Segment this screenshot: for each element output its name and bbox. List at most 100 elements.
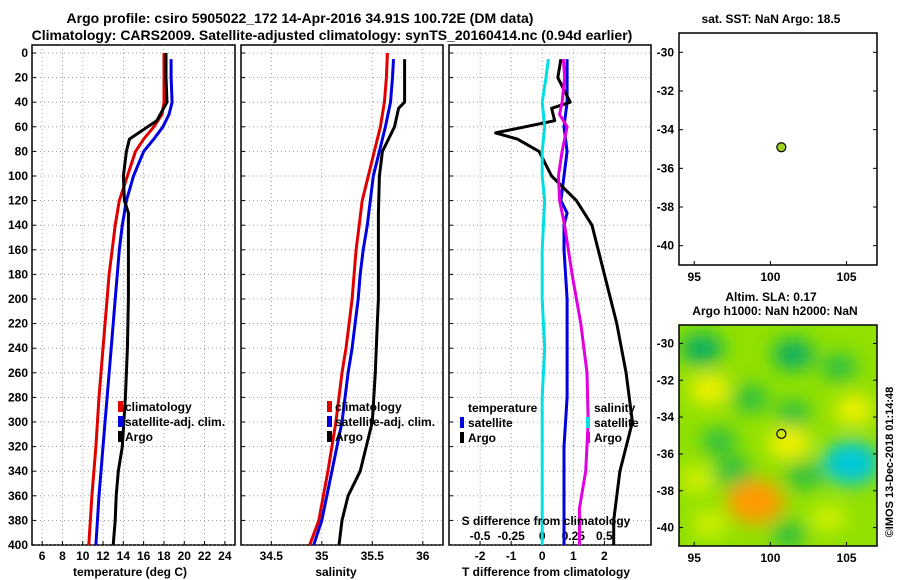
plot-frame [240, 44, 444, 546]
y-tick-label: 340 [8, 464, 28, 478]
series-line-satellite-adj-clim- [94, 59, 174, 545]
x-tick-label: 1 [570, 549, 577, 563]
series-line-t-argo [494, 58, 634, 545]
plot-frame [31, 44, 236, 546]
legend-satellite-swatch [327, 416, 332, 427]
sst-map-title: sat. SST: NaN Argo: 18.5 [702, 12, 841, 26]
top-x-tick-label: -0.25 [497, 529, 525, 543]
x-tick-label: 95 [688, 551, 702, 565]
sla-anomaly-blob [820, 353, 858, 382]
sla-anomaly-blob [785, 461, 823, 491]
x-tick-label: 6 [39, 549, 46, 563]
x-tick-label: 20 [178, 549, 192, 563]
argo-float-location [776, 142, 787, 153]
y-tick-label: 160 [8, 243, 28, 257]
sla-anomaly-blob [770, 521, 807, 546]
sla-anomaly-blob [775, 399, 811, 427]
sla-anomaly-blob [726, 479, 784, 524]
x-tick-label: 95 [688, 270, 702, 284]
sla-map-title-line1: Altim. SLA: 0.17 [725, 290, 817, 304]
map-frame [678, 32, 878, 266]
series-line-s-argo [556, 59, 590, 545]
x-tick-label: 8 [59, 549, 66, 563]
y-tick-label: 260 [8, 366, 28, 380]
legend-satellite-swatch [118, 416, 123, 427]
legend-satellite-label: satellite-adj. clim. [335, 415, 435, 429]
legend-t-argo-label: Argo [468, 431, 496, 445]
salinity-panel: 34.5 35 35.5 36 [240, 44, 444, 563]
y-tick-label: -32 [657, 84, 675, 98]
y-tick-label: 220 [8, 317, 28, 331]
sla-anomaly-blob [822, 441, 877, 486]
y-tick-label: 240 [8, 341, 28, 355]
legend-climatology-swatch [327, 401, 332, 412]
x-tick-label: 105 [837, 270, 857, 284]
y-tick-label: 320 [8, 440, 28, 454]
y-tick-label: -40 [657, 521, 675, 535]
series-line-argo [111, 53, 169, 545]
y-tick-label: 0 [21, 46, 28, 60]
y-tick-label: -40 [657, 239, 675, 253]
x-tick-label: 14 [117, 549, 131, 563]
y-tick-label: -36 [657, 447, 675, 461]
sla-anomaly-blob [810, 504, 846, 532]
y-tick-label: 140 [8, 218, 28, 232]
x-tick-label: 35 [315, 549, 329, 563]
sla-anomaly-blob [679, 466, 715, 494]
sla-anomaly-blob [713, 455, 752, 486]
legend-t-satellite-label: satellite [468, 416, 513, 430]
legend-t-argo-swatch [460, 432, 464, 443]
y-tick-label: 360 [8, 489, 28, 503]
top-x-tick-label: -0.5 [470, 529, 491, 543]
y-tick-label: -36 [657, 161, 675, 175]
legend-salinity-title: salinity [594, 401, 636, 415]
sla-map: -30 -32 -34 -36 -38 -40 95 100 105 [657, 324, 878, 565]
y-tick-label: -30 [657, 45, 675, 59]
y-tick-label: -38 [657, 484, 675, 498]
figure-title-line1: Argo profile: csiro 5905022_172 14-Apr-2… [67, 10, 534, 26]
y-tick-label: 300 [8, 415, 28, 429]
x-tick-label: -1 [506, 549, 517, 563]
x-tick-label: 22 [198, 549, 212, 563]
x-tick-label: 24 [218, 549, 232, 563]
difference-xlabel: T difference from climatology [462, 565, 630, 579]
sla-anomaly-blob [691, 510, 728, 538]
series-line-climatology [308, 52, 389, 545]
legend-temperature-title: temperature [468, 401, 538, 415]
x-tick-label: 18 [157, 549, 171, 563]
plot-frame [448, 44, 652, 546]
y-tick-label: 380 [8, 513, 28, 527]
y-tick-label: 60 [15, 120, 29, 134]
series-line-t-satellite [559, 59, 569, 545]
top-x-tick-label: 0.5 [596, 529, 613, 543]
x-tick-label: 34.5 [260, 549, 284, 563]
sla-anomaly-blob [732, 384, 770, 413]
x-tick-label: 36 [416, 549, 430, 563]
difference-legend: temperature satellite Argo salinity sate… [460, 401, 639, 445]
imos-watermark: ©IMOS 13-Dec-2018 01:14:48 [884, 387, 896, 538]
legend-argo-label: Argo [125, 430, 153, 444]
difference-panel: -2 -1 0 1 2-0.5 -0.25 0 0.25 0.5 [448, 44, 652, 563]
x-tick-label: 35.5 [361, 549, 385, 563]
depth-axis-labels: 0 20 40 60 80 100 120 140 160 180 200 220 240 260 280 3… [8, 46, 28, 552]
legend-argo-swatch [118, 431, 123, 442]
sla-anomaly-blob [700, 427, 737, 455]
series-line-satellite-adj-clim- [312, 59, 395, 545]
x-tick-label: 12 [96, 549, 110, 563]
y-tick-label: 100 [8, 169, 28, 183]
x-tick-label: 105 [837, 551, 857, 565]
legend-argo-swatch [327, 431, 332, 442]
sst-map: -30 -32 -34 -36 -38 -40 95 100 105 [657, 32, 878, 284]
x-tick-label: 100 [760, 270, 780, 284]
y-tick-label: -34 [657, 123, 675, 137]
legend-s-argo-swatch [586, 432, 590, 443]
x-tick-label: 2 [601, 549, 608, 563]
sla-anomaly-blob [772, 338, 815, 371]
y-tick-label: -30 [657, 336, 675, 350]
y-tick-label: 40 [15, 95, 29, 109]
x-tick-label: 0 [539, 549, 546, 563]
y-tick-label: 80 [15, 144, 29, 158]
x-tick-label: 100 [760, 551, 780, 565]
legend-climatology-swatch [118, 401, 123, 412]
